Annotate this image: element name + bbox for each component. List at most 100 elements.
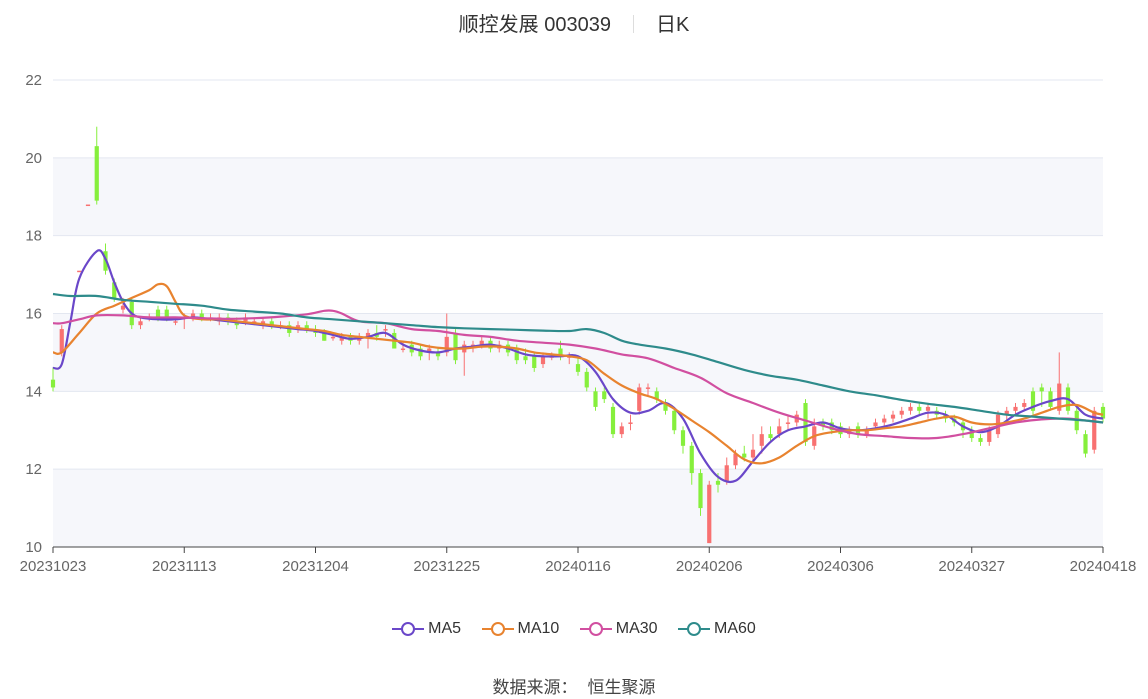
candle-body	[882, 418, 887, 423]
candle-body	[978, 438, 983, 442]
candle-body	[707, 484, 712, 544]
candle-body	[453, 332, 458, 361]
candle-body	[864, 430, 869, 435]
candle-body	[987, 430, 992, 442]
candle-body	[654, 391, 659, 400]
y-tick-label: 22	[25, 72, 42, 89]
moving-average-lines	[52, 249, 1104, 484]
legend-label: MA30	[615, 620, 658, 637]
candle-body	[1030, 391, 1036, 411]
candle-body	[155, 309, 161, 318]
x-tick-label: 20231225	[413, 558, 480, 575]
candle-body	[514, 348, 519, 361]
legend-label: MA5	[428, 620, 462, 637]
x-tick-label: 20231113	[152, 558, 217, 575]
candle-body	[120, 305, 126, 310]
ma60-legend-icon	[678, 622, 711, 636]
background-band	[53, 469, 1103, 547]
period-label: 日K	[655, 14, 690, 36]
candle-body	[742, 453, 747, 458]
background-band	[53, 313, 1103, 392]
y-tick-label: 16	[25, 306, 42, 323]
candle-body	[768, 434, 773, 439]
candle-body	[427, 348, 432, 353]
chart-title: 顺控发展 003039 日K	[0, 8, 1148, 37]
candle-body	[637, 387, 642, 411]
candle-body	[339, 336, 344, 341]
candle-body	[1013, 406, 1018, 411]
candle-body	[777, 426, 782, 435]
candle-body	[733, 453, 738, 466]
legend-item-ma30[interactable]: MA30	[579, 620, 658, 638]
candle-body	[619, 426, 624, 435]
candle-body	[435, 352, 441, 357]
candle-body	[479, 340, 484, 345]
legend: MA5 MA10 MA30 MA60	[0, 620, 1148, 642]
x-tick-label: 20240116	[545, 558, 611, 575]
candle-body	[969, 430, 974, 439]
candle-body	[330, 336, 336, 339]
candle-body	[724, 465, 729, 481]
candle-body	[820, 422, 826, 427]
candle-body	[645, 387, 651, 389]
ma5-legend-icon	[392, 622, 425, 636]
candle-body	[873, 422, 878, 427]
candle-body	[1004, 410, 1009, 415]
legend-item-ma60[interactable]: MA60	[678, 620, 756, 638]
legend-item-ma10[interactable]: MA10	[481, 620, 559, 638]
candle-body	[575, 364, 581, 372]
ma5-line	[52, 249, 1104, 484]
candle-body	[1022, 403, 1027, 407]
candle-body	[400, 348, 406, 351]
x-tick-label: 20231204	[282, 558, 349, 575]
candle-body	[680, 430, 686, 446]
legend-item-ma5[interactable]: MA5	[392, 620, 461, 638]
candle-body	[750, 449, 756, 458]
candle-body	[190, 313, 196, 318]
data-source: 数据来源： 恒生聚源	[0, 673, 1148, 698]
ma30-legend-icon	[579, 622, 612, 636]
candle-body	[890, 414, 896, 419]
candle-body	[1039, 387, 1044, 392]
candle-body	[829, 422, 834, 431]
candle-body	[908, 406, 913, 411]
candle-body	[899, 410, 904, 415]
background-bands	[53, 157, 1103, 547]
candle-body	[689, 445, 694, 474]
candle-body	[77, 270, 82, 273]
background-band	[53, 157, 1103, 236]
candle-body	[803, 403, 808, 442]
y-tick-label: 14	[25, 383, 42, 400]
candle-body	[50, 379, 56, 388]
candle-body	[1083, 434, 1088, 454]
stock-name: 顺控发展 003039	[458, 14, 611, 36]
candle-body	[715, 480, 721, 485]
y-tick-label: 18	[25, 228, 42, 245]
candle-body	[59, 329, 64, 353]
y-tick-label: 20	[25, 150, 42, 167]
x-tick-label: 20240418	[1070, 558, 1137, 575]
candle-body	[917, 406, 922, 411]
ma10-legend-icon	[481, 622, 514, 636]
x-tick-label: 20240306	[807, 558, 874, 575]
ma60-line	[52, 292, 1104, 424]
candle-body	[532, 356, 537, 368]
title-separator	[632, 15, 634, 33]
candle-body	[1048, 391, 1053, 407]
candle-body	[925, 406, 931, 411]
x-tick-label: 20240327	[938, 558, 1005, 575]
candle-body	[672, 410, 677, 431]
candle-body	[470, 344, 476, 347]
candle-body	[85, 204, 91, 207]
candle-body	[112, 282, 117, 298]
candle-body	[269, 321, 274, 326]
candle-body	[138, 321, 143, 326]
y-tick-label: 12	[25, 461, 42, 478]
candle-body	[94, 146, 99, 201]
candle-body	[322, 332, 327, 341]
candle-body	[540, 356, 546, 365]
candle-body	[628, 422, 633, 424]
candle-body	[785, 422, 791, 424]
candle-body	[444, 336, 449, 353]
